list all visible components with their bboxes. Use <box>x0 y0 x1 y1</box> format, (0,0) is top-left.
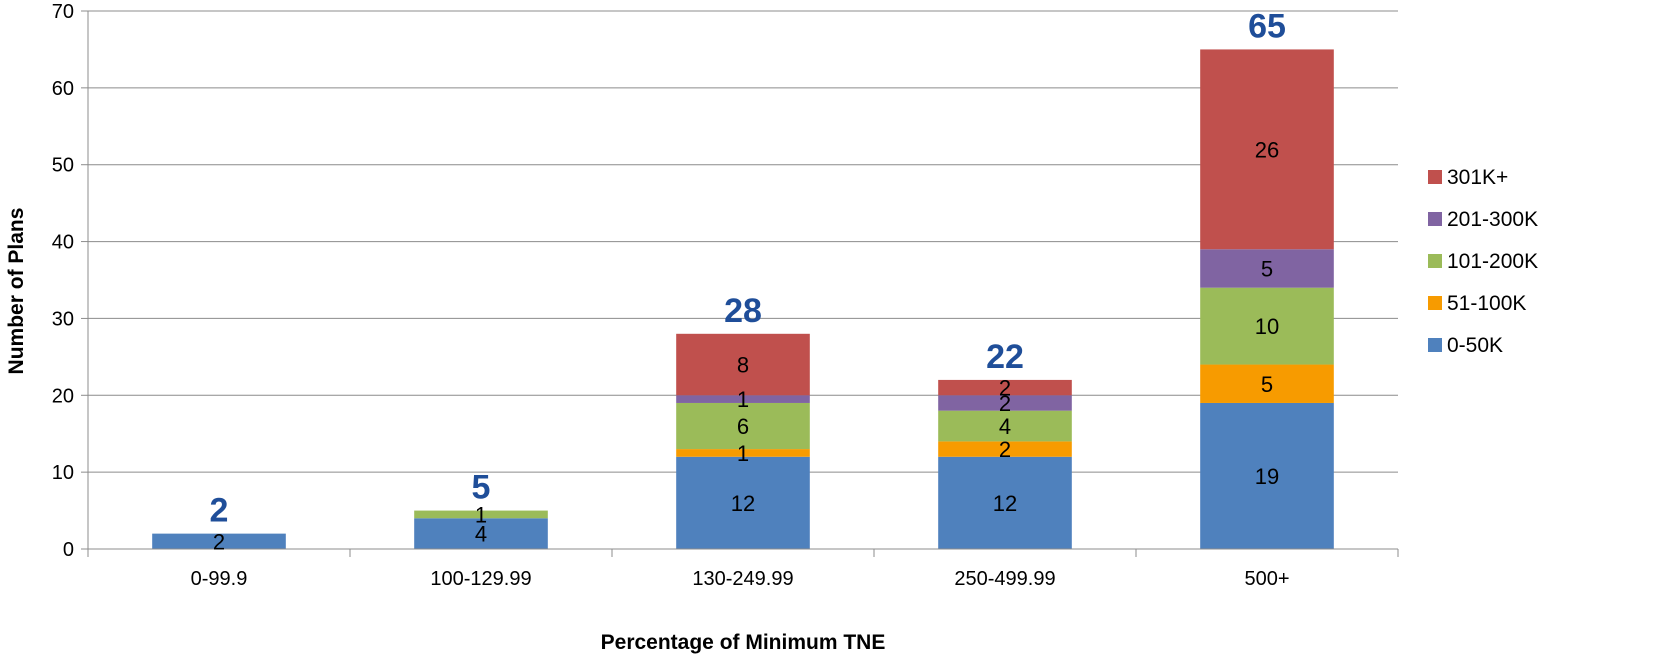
total-label: 65 <box>1248 7 1286 45</box>
x-axis-title: Percentage of Minimum TNE <box>601 631 886 654</box>
segment-label: 2 <box>999 376 1011 401</box>
bar-segment <box>1200 249 1334 288</box>
bar-segment <box>414 518 548 549</box>
legend-entry: 101-200K <box>1447 250 1538 273</box>
segment-label: 1 <box>737 441 749 466</box>
bar-segment <box>676 449 810 457</box>
legend-swatch <box>1428 338 1442 352</box>
x-tick-label: 500+ <box>1244 568 1289 590</box>
bar-segment <box>676 402 810 450</box>
bar-segment <box>1200 364 1334 403</box>
segment-label: 12 <box>993 491 1017 516</box>
bar-segment <box>1200 49 1334 250</box>
segment-label: 10 <box>1255 314 1279 339</box>
gridlines <box>88 10 1398 473</box>
x-tick-label: 0-99.9 <box>191 568 248 590</box>
segment-label: 26 <box>1255 137 1279 162</box>
total-label: 22 <box>986 338 1024 376</box>
bar-segment <box>152 533 286 549</box>
segment-label: 2 <box>213 529 225 554</box>
segment-label: 4 <box>999 414 1011 439</box>
segment-label: 12 <box>731 491 755 516</box>
segment-label: 5 <box>1261 256 1273 281</box>
legend-swatch <box>1428 212 1442 226</box>
bar-segment <box>1200 287 1334 365</box>
x-tick-label: 250-499.99 <box>954 568 1055 590</box>
segment-label: 2 <box>999 391 1011 416</box>
bar-segment <box>676 456 810 549</box>
total-label: 28 <box>724 292 762 330</box>
legend-entry: 201-300K <box>1447 208 1538 231</box>
bar-segment <box>676 333 810 396</box>
y-axis-title: Number of Plans <box>5 208 28 375</box>
legend-swatch <box>1428 170 1442 184</box>
bar-segment <box>938 410 1072 442</box>
segment-label: 4 <box>475 522 487 547</box>
bar-segment <box>938 441 1072 457</box>
bar-segment <box>938 456 1072 549</box>
segment-label: 2 <box>999 437 1011 462</box>
segment-label: 5 <box>1261 372 1273 397</box>
x-tick-label: 100-129.99 <box>430 568 531 590</box>
segment-label: 1 <box>737 387 749 412</box>
bar-segment <box>676 395 810 403</box>
legend-entry: 301K+ <box>1447 166 1508 189</box>
x-tick-label: 130-249.99 <box>692 568 793 590</box>
legend: 301K+ 201-300K 101-200K 51-100K 0-50K <box>1428 166 1538 357</box>
y-tick-label: 40 <box>52 232 74 254</box>
segment-label: 6 <box>737 414 749 439</box>
segment-label: 1 <box>475 502 487 527</box>
y-tick-label: 70 <box>52 1 74 23</box>
total-label: 2 <box>210 492 229 530</box>
legend-entry: 51-100K <box>1447 292 1526 315</box>
segment-label: 8 <box>737 353 749 378</box>
bar-segment <box>414 510 548 519</box>
total-label: 5 <box>472 469 491 507</box>
y-tick-label: 50 <box>52 155 74 177</box>
legend-swatch <box>1428 254 1442 268</box>
bar-segment <box>938 395 1072 411</box>
bars <box>152 49 1334 549</box>
bar-segment <box>1200 402 1334 549</box>
y-tick-label: 30 <box>52 308 74 330</box>
y-tick-label: 20 <box>52 385 74 407</box>
bar-segment <box>938 379 1072 396</box>
y-tick-label: 10 <box>52 462 74 484</box>
legend-entry: 0-50K <box>1447 334 1503 357</box>
y-tick-label: 0 <box>63 539 74 561</box>
y-tick-label: 60 <box>52 78 74 100</box>
axes: 0 10 20 30 40 50 60 70 0-99.9 100-129.99 130-249.9… <box>52 1 1399 590</box>
segment-label: 19 <box>1255 464 1279 489</box>
legend-swatch <box>1428 296 1442 310</box>
